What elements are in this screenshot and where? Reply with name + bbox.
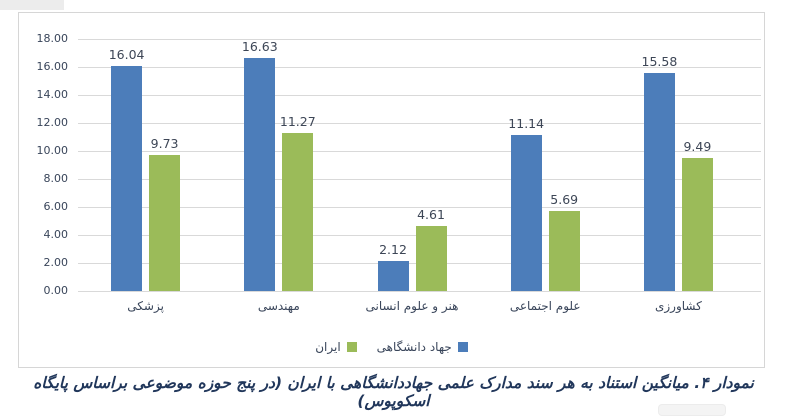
y-tick-label: 0.00 — [43, 284, 69, 297]
x-category-label: هنر و علوم انسانی — [365, 299, 459, 313]
bar-data-label: 2.12 — [379, 242, 407, 258]
bar-jahad: 16.63 — [242, 39, 278, 291]
x-category-label: پزشکی — [127, 299, 164, 313]
bar-data-label: 15.58 — [641, 53, 678, 69]
y-tick-label: 18.00 — [36, 32, 69, 45]
y-tick-label: 4.00 — [43, 228, 69, 241]
category-group: 16.63 11.27 — [212, 39, 345, 291]
gridline — [78, 123, 761, 124]
bar-data-label: 16.04 — [108, 47, 145, 63]
y-axis-tick-labels: 0.00 2.00 4.00 6.00 8.00 10.00 12.00 14.00 16.00… — [19, 32, 69, 297]
x-axis-category-labels: پزشکی مهندسی هنر و علوم انسانی علوم اجتماعی… — [79, 299, 745, 313]
legend-item: جهاد دانشگاهی — [377, 340, 468, 354]
y-tick-label: 14.00 — [36, 88, 69, 101]
x-category-label: علوم اجتماعی — [509, 299, 581, 313]
gridline — [78, 95, 761, 96]
category-group: 11.14 5.69 — [479, 39, 612, 291]
bar-jahad: 16.04 — [109, 47, 144, 291]
document-edge-artifact — [658, 404, 726, 416]
category-group: 2.12 4.61 — [345, 39, 478, 291]
bar-jahad: 15.58 — [642, 54, 677, 291]
bar-iran: 4.61 — [415, 207, 447, 291]
y-tick-label: 16.00 — [36, 60, 69, 73]
y-tick-label: 2.00 — [43, 256, 69, 269]
bar-iran: 9.49 — [681, 139, 713, 291]
bar-data-label: 16.63 — [241, 39, 278, 55]
gridline — [78, 207, 761, 208]
bar-data-label: 11.27 — [279, 114, 316, 130]
gridline — [78, 179, 761, 180]
y-tick-label: 8.00 — [43, 172, 69, 185]
bar-data-label: 11.14 — [508, 116, 545, 132]
bar-jahad: 2.12 — [377, 242, 409, 291]
bar-data-label: 9.73 — [150, 135, 179, 151]
chart-caption: نمودار ۴. میانگین استناد به هر سند مدارک… — [33, 374, 754, 410]
bar-chart: 0.00 2.00 4.00 6.00 8.00 10.00 12.00 14.00 16.00… — [18, 12, 765, 368]
document-edge-artifact — [0, 0, 64, 10]
bar-data-label: 5.69 — [550, 192, 579, 208]
bar-iran: 11.27 — [280, 114, 316, 291]
category-group: 15.58 9.49 — [612, 39, 745, 291]
y-tick-label: 6.00 — [43, 200, 69, 213]
category-group: 16.04 9.73 — [79, 39, 212, 291]
gridline — [78, 39, 761, 40]
legend-swatch-icon — [457, 342, 468, 352]
gridline — [78, 151, 761, 152]
y-tick-label: 10.00 — [36, 144, 69, 157]
chart-legend: جهاد دانشگاهی ایران — [19, 340, 764, 354]
bar-iran: 9.73 — [149, 136, 181, 291]
gridline — [78, 291, 761, 292]
legend-item: ایران — [315, 340, 357, 354]
y-tick-label: 12.00 — [36, 116, 69, 129]
plot-area: 16.04 9.73 16.63 11.27 2.12 4.61 11.14 5.69 15.5… — [79, 39, 745, 291]
bar-jahad: 11.14 — [508, 116, 544, 291]
legend-label: جهاد دانشگاهی — [376, 340, 452, 354]
bar-data-label: 9.49 — [683, 139, 712, 155]
legend-label: ایران — [315, 340, 341, 354]
gridline — [78, 67, 761, 68]
x-category-label: مهندسی — [257, 299, 300, 313]
x-category-label: کشاورزی — [654, 299, 702, 313]
bar-iran: 5.69 — [548, 192, 580, 291]
bar-data-label: 4.61 — [417, 207, 445, 223]
legend-swatch-icon — [346, 342, 357, 352]
